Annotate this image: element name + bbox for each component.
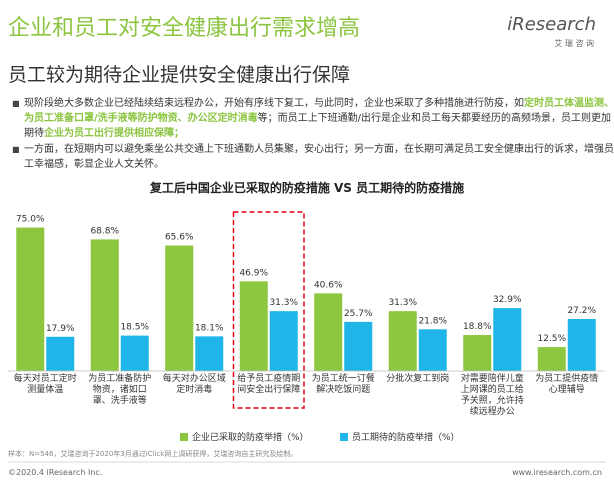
slide-title: 企业和员工对安全健康出行需求增高: [8, 16, 361, 41]
bar: [46, 336, 75, 371]
x-tick-label: 每天对办公区域定时消毒: [162, 374, 226, 395]
bar: [269, 311, 298, 371]
data-label: 27.2%: [567, 306, 596, 316]
logo-subtitle: 艾 瑞 咨 询: [554, 39, 594, 48]
highlight-text: 定时员工体温监测、为员工准备口罩/洗手液等防护物资、办公区定时消毒: [24, 98, 614, 124]
x-tick-label: 对需要陪伴儿童上网课的员工给予关照，允许持续远程办公: [460, 374, 524, 417]
data-label: 31.3%: [269, 298, 298, 308]
bar: [314, 293, 343, 371]
x-tick-label: 给予员工疫情期间安全出行保障: [237, 374, 301, 395]
logo: iResearch: [507, 14, 596, 35]
copyright: ©2020.4 iResearch Inc.: [8, 468, 103, 477]
bar: [165, 245, 194, 371]
legend-label: 员工期待的防疫举措（%）: [352, 431, 460, 443]
bar: [388, 311, 417, 371]
chart-title: 复工后中国企业已采取的防疫措施 VS 员工期待的防疫措施: [149, 180, 464, 195]
data-label: 31.3%: [388, 298, 417, 308]
website: www.iresearch.com.cn: [512, 468, 602, 477]
bar: [120, 335, 149, 371]
source-note: 样本：N=546，艾瑞咨询于2020年3月通过iClick网上调研获得，艾瑞咨询…: [8, 450, 298, 458]
data-label: 18.1%: [195, 323, 224, 333]
legend-swatch: [340, 433, 348, 441]
x-tick-label: 为员工提供疫情心理辅导: [535, 374, 599, 395]
bullet-text: 一方面，在短期内可以避免乘坐公共交通上下班通勤人员集聚，安心出行；另一方面，在长…: [24, 144, 614, 170]
bar: [90, 239, 119, 371]
data-label: 12.5%: [537, 334, 566, 344]
data-label: 46.9%: [239, 268, 268, 278]
x-tick-label: 为员工准备防护物资，诸如口罩、洗手液等: [88, 374, 152, 406]
bar: [344, 321, 373, 371]
bar: [493, 308, 522, 371]
data-label: 18.5%: [120, 323, 149, 333]
bullet: 一方面，在短期内可以避免乘坐公共交通上下班通勤人员集聚，安心出行；另一方面，在长…: [12, 142, 614, 172]
bullet: 现阶段绝大多数企业已经陆续结束远程办公，开始有序线下复工，与此同时，企业也采取了…: [12, 96, 614, 141]
data-label: 18.8%: [463, 322, 492, 332]
highlight-text: 企业为员工出行提供相应保障；: [44, 128, 184, 139]
data-label: 40.6%: [314, 280, 343, 290]
data-label: 32.9%: [493, 295, 522, 305]
x-tick-label: 分批次复工到岗: [386, 374, 450, 384]
data-label: 68.8%: [90, 226, 119, 236]
bar: [195, 336, 224, 371]
legend-swatch: [180, 433, 188, 441]
bar: [463, 335, 492, 371]
bar: [418, 329, 447, 371]
data-label: 17.9%: [46, 324, 75, 334]
bullet-text: 现阶段绝大多数企业已经陆续结束远程办公，开始有序线下复工，与此同时，企业也采取了…: [24, 98, 524, 109]
highlight-box: [232, 211, 305, 409]
bullet-text: 等；而员工上下班通勤/出行是企业和员工每天都要经历的高频场景，员工则更加期待: [24, 113, 612, 139]
data-label: 75.0%: [16, 215, 45, 225]
bar: [537, 347, 566, 371]
slide-subtitle: 员工较为期待企业提供安全健康出行保障: [8, 64, 351, 86]
data-label: 21.8%: [418, 316, 447, 326]
bar: [239, 281, 268, 371]
x-tick-label: 每天对员工定时测量体温: [13, 374, 77, 395]
data-label: 65.6%: [165, 233, 194, 243]
data-label: 25.7%: [344, 309, 373, 319]
x-tick-label: 为员工统一订餐解决吃饭问题: [311, 374, 375, 395]
bar: [16, 227, 45, 371]
legend-label: 企业已采取的防疫举措（%）: [192, 431, 309, 443]
bar: [567, 318, 596, 371]
